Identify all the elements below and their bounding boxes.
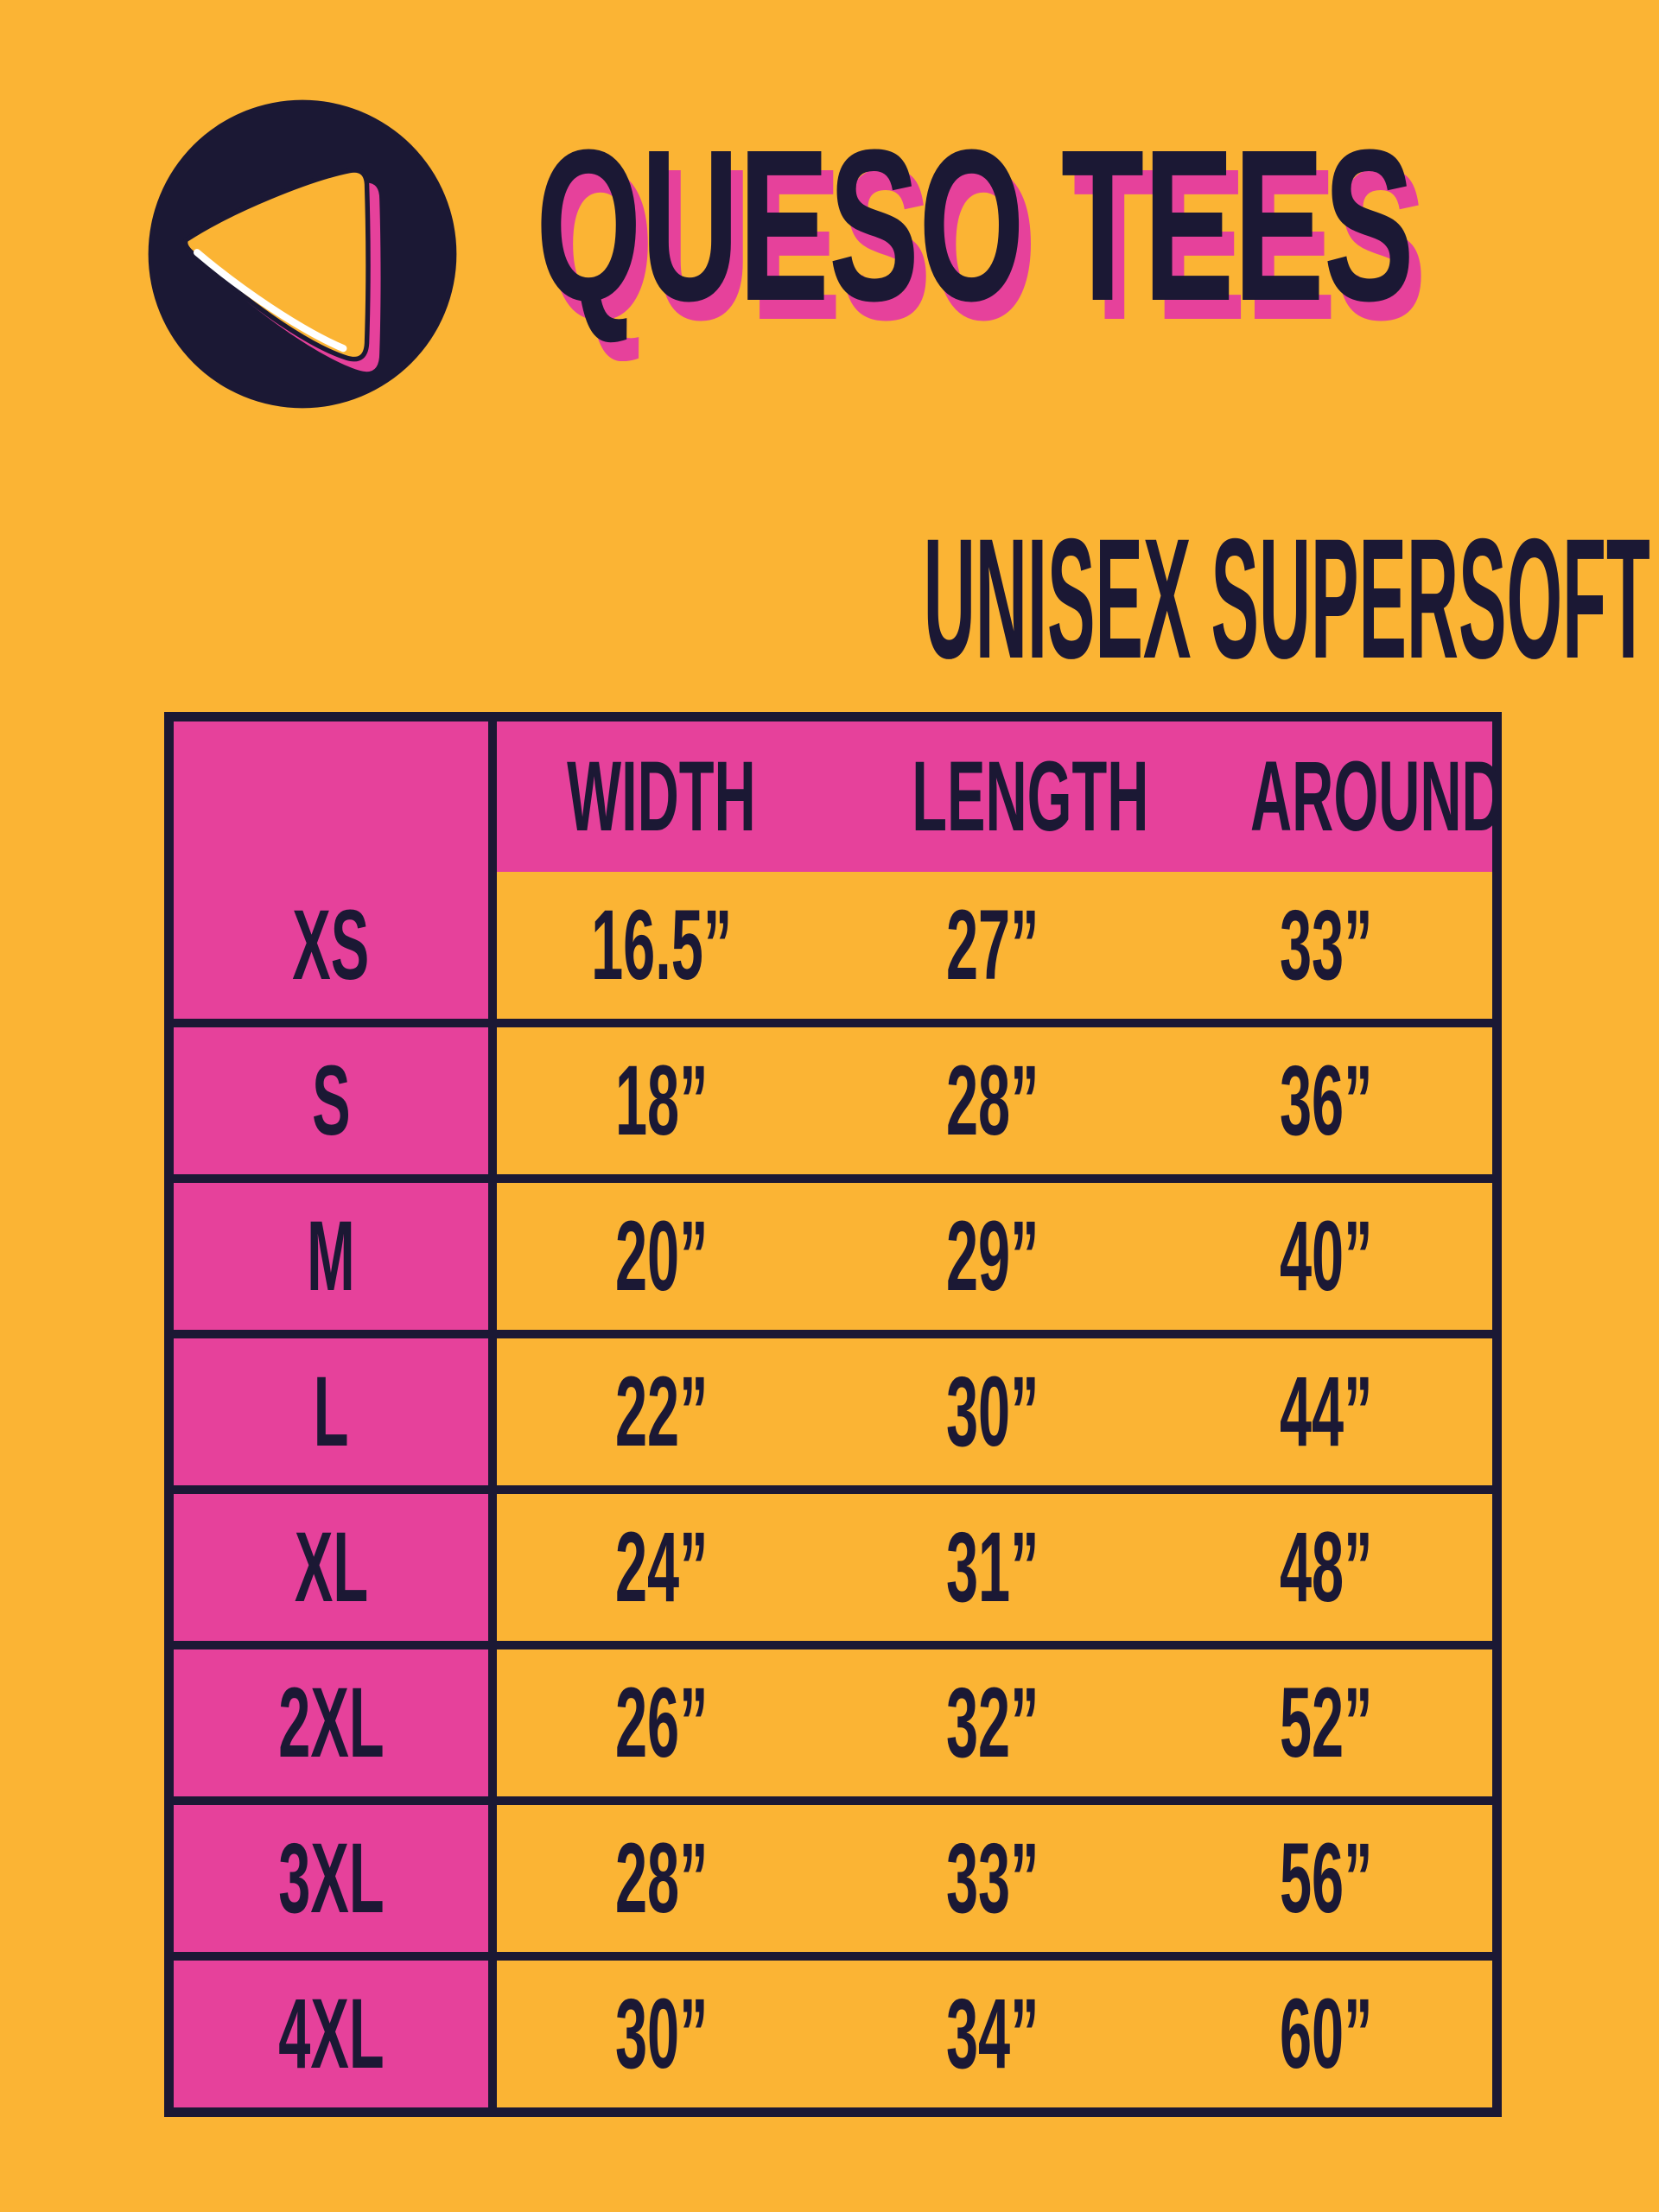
around-value: 40” [1159, 1173, 1492, 1334]
length-value: 32” [825, 1640, 1160, 1801]
size-label: 3XL [174, 1796, 498, 1956]
around-value: 56” [1159, 1796, 1492, 1956]
page-title-text: UNISEX SUPERSOFT TEE SIZE CHART [923, 503, 1659, 694]
table-row-l: L 22” 30” 44” [174, 1329, 1492, 1490]
length-value: 30” [825, 1329, 1160, 1490]
size-label: XL [174, 1484, 498, 1645]
around-value: 52” [1159, 1640, 1492, 1801]
table-row-xs: XS 16.5” 27” 33” [174, 872, 1492, 1023]
around-value: 36” [1159, 1018, 1492, 1179]
table-row-m: M 20” 29” 40” [174, 1173, 1492, 1334]
width-value: 24” [493, 1484, 826, 1645]
table-row-xl: XL 24” 31” 48” [174, 1484, 1492, 1645]
width-value: 22” [493, 1329, 826, 1490]
length-value: 29” [825, 1173, 1160, 1334]
tortilla-chip-icon [148, 99, 457, 409]
header-row: WIDTH LENGTH AROUND [174, 721, 1503, 872]
brand-logo [140, 97, 465, 411]
page-title: UNISEX SUPERSOFT TEE SIZE CHART [0, 513, 1659, 684]
table-row-4xl: 4XL 30” 34” 60” [174, 1951, 1492, 2107]
size-label: 4XL [174, 1951, 498, 2107]
length-value: 33” [825, 1796, 1160, 1956]
width-value: 18” [493, 1018, 826, 1179]
size-label: M [174, 1173, 498, 1334]
length-value: 28” [825, 1018, 1160, 1179]
size-label: 2XL [174, 1640, 498, 1801]
width-value: 20” [493, 1173, 826, 1334]
table-row-s: S 18” 28” 36” [174, 1018, 1492, 1179]
size-chart-table-frame: WIDTH LENGTH AROUND XS 16.5” 27” 33” S 1… [164, 712, 1503, 2117]
length-value: 27” [825, 872, 1160, 1023]
width-value: 26” [493, 1640, 826, 1801]
width-value: 30” [493, 1951, 826, 2107]
size-label: XS [174, 872, 498, 1023]
column-header-around: AROUND [1159, 721, 1503, 872]
brand-name: QUESO TEES [536, 105, 1414, 346]
width-value: 28” [493, 1796, 826, 1956]
around-value: 33” [1159, 872, 1492, 1023]
size-label: S [174, 1018, 498, 1179]
size-column-header-empty [174, 721, 498, 872]
size-chart-table: WIDTH LENGTH AROUND XS 16.5” 27” 33” S 1… [174, 721, 1503, 2107]
column-header-length: LENGTH [825, 721, 1160, 872]
around-value: 44” [1159, 1329, 1492, 1490]
size-label: L [174, 1329, 498, 1490]
length-value: 34” [825, 1951, 1160, 2107]
table-row-2xl: 2XL 26” 32” 52” [174, 1640, 1492, 1801]
around-value: 48” [1159, 1484, 1492, 1645]
around-value: 60” [1159, 1951, 1492, 2107]
table-row-3xl: 3XL 28” 33” 56” [174, 1796, 1492, 1956]
width-value: 16.5” [493, 872, 826, 1023]
column-header-width: WIDTH [493, 721, 826, 872]
length-value: 31” [825, 1484, 1160, 1645]
